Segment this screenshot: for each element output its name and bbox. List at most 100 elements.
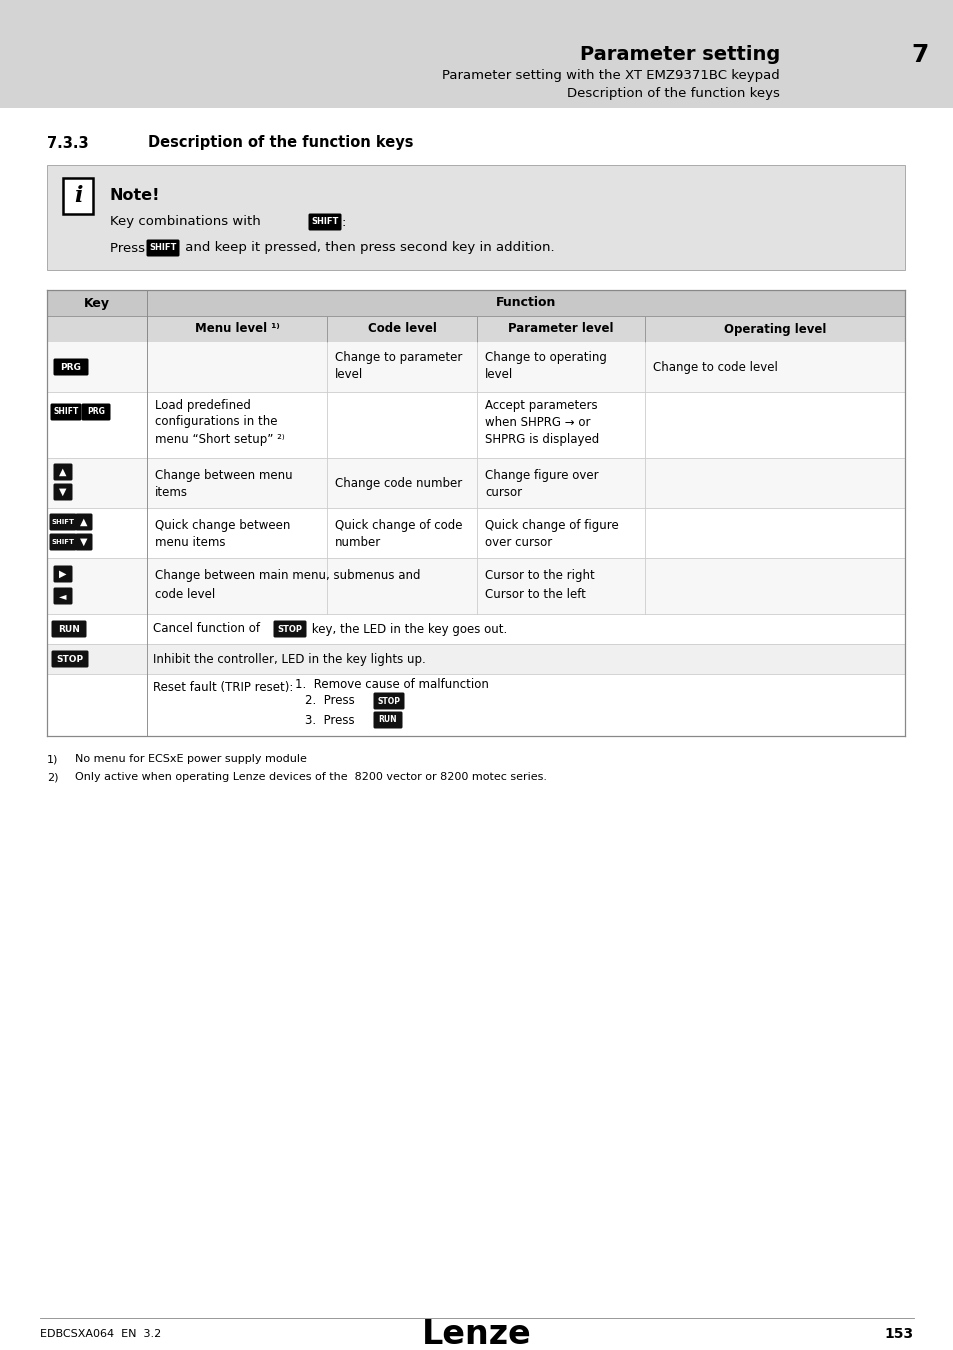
Bar — [0, 0, 953, 108]
Bar — [47, 316, 904, 342]
Text: Lenze: Lenze — [421, 1318, 532, 1350]
Text: Press: Press — [110, 242, 149, 255]
Text: :: : — [341, 216, 346, 228]
Text: 3.  Press: 3. Press — [305, 714, 358, 726]
Text: Note!: Note! — [110, 189, 160, 204]
Text: STOP: STOP — [277, 625, 302, 633]
Text: ▲: ▲ — [59, 467, 67, 477]
Text: Change to parameter: Change to parameter — [335, 351, 462, 364]
Text: SHIFT: SHIFT — [51, 539, 74, 545]
Text: Accept parameters: Accept parameters — [484, 400, 597, 413]
FancyBboxPatch shape — [75, 533, 92, 551]
Text: when SHPRG → or: when SHPRG → or — [484, 416, 590, 428]
Text: SHIFT: SHIFT — [51, 518, 74, 525]
Text: Quick change of code: Quick change of code — [335, 520, 462, 532]
FancyBboxPatch shape — [81, 404, 111, 420]
Text: Parameter setting with the XT EMZ9371BC keypad: Parameter setting with the XT EMZ9371BC … — [442, 69, 780, 82]
FancyBboxPatch shape — [53, 566, 72, 582]
Text: SHIFT: SHIFT — [311, 217, 338, 227]
Text: menu items: menu items — [154, 536, 225, 548]
FancyBboxPatch shape — [53, 359, 89, 375]
Text: Code level: Code level — [367, 323, 436, 336]
Text: ▼: ▼ — [59, 487, 67, 497]
Text: SHPRG is displayed: SHPRG is displayed — [484, 433, 598, 447]
FancyBboxPatch shape — [374, 711, 402, 729]
Text: and keep it pressed, then press second key in addition.: and keep it pressed, then press second k… — [181, 242, 554, 255]
FancyBboxPatch shape — [51, 621, 87, 637]
Text: 153: 153 — [884, 1327, 913, 1341]
Text: Change to operating: Change to operating — [484, 351, 606, 364]
FancyBboxPatch shape — [53, 463, 72, 481]
Text: Description of the function keys: Description of the function keys — [566, 86, 780, 100]
Text: i: i — [73, 185, 82, 207]
Text: SHIFT: SHIFT — [53, 408, 78, 417]
Text: 7: 7 — [910, 43, 927, 68]
Text: RUN: RUN — [58, 625, 80, 633]
Bar — [47, 392, 904, 458]
Text: Only active when operating Lenze devices of the  8200 vector or 8200 motec serie: Only active when operating Lenze devices… — [75, 772, 546, 782]
Text: STOP: STOP — [56, 655, 84, 663]
Bar — [47, 674, 904, 736]
Text: ◄: ◄ — [59, 591, 67, 601]
Text: Load predefined: Load predefined — [154, 400, 251, 413]
Text: key, the LED in the key goes out.: key, the LED in the key goes out. — [308, 622, 507, 636]
FancyBboxPatch shape — [147, 239, 179, 256]
Text: over cursor: over cursor — [484, 536, 552, 548]
FancyBboxPatch shape — [50, 533, 76, 551]
FancyBboxPatch shape — [374, 693, 404, 710]
FancyBboxPatch shape — [53, 483, 72, 501]
Bar — [47, 342, 904, 392]
Text: STOP: STOP — [377, 697, 400, 706]
Text: Function: Function — [496, 297, 556, 309]
FancyBboxPatch shape — [75, 513, 92, 531]
Text: RUN: RUN — [378, 716, 396, 725]
Text: Quick change of figure: Quick change of figure — [484, 520, 618, 532]
Text: No menu for ECSxE power supply module: No menu for ECSxE power supply module — [75, 755, 307, 764]
Text: EDBCSXA064  EN  3.2: EDBCSXA064 EN 3.2 — [40, 1328, 161, 1339]
Bar — [47, 558, 904, 614]
Text: Description of the function keys: Description of the function keys — [148, 135, 413, 150]
Text: PRG: PRG — [87, 408, 105, 417]
Text: Cursor to the left: Cursor to the left — [484, 587, 585, 601]
Text: code level: code level — [154, 587, 215, 601]
Text: 2.  Press: 2. Press — [305, 694, 358, 707]
FancyBboxPatch shape — [51, 651, 89, 667]
FancyBboxPatch shape — [308, 213, 341, 231]
FancyBboxPatch shape — [51, 404, 81, 420]
Bar — [47, 508, 904, 558]
Text: Cancel function of: Cancel function of — [152, 622, 263, 636]
Text: Reset fault (TRIP reset):: Reset fault (TRIP reset): — [152, 682, 294, 694]
FancyBboxPatch shape — [274, 621, 306, 637]
Text: Change between main menu, submenus and: Change between main menu, submenus and — [154, 570, 420, 582]
Text: 1.  Remove cause of malfunction: 1. Remove cause of malfunction — [294, 678, 488, 690]
Text: Parameter setting: Parameter setting — [579, 46, 780, 65]
Text: ▲: ▲ — [80, 517, 88, 526]
Text: Change to code level: Change to code level — [652, 360, 777, 374]
Text: Cursor to the right: Cursor to the right — [484, 570, 594, 582]
Text: SHIFT: SHIFT — [150, 243, 176, 252]
Text: Inhibit the controller, LED in the key lights up.: Inhibit the controller, LED in the key l… — [152, 652, 425, 666]
Text: Change between menu: Change between menu — [154, 470, 293, 482]
FancyBboxPatch shape — [53, 587, 72, 605]
Bar — [47, 458, 904, 508]
Text: Key combinations with: Key combinations with — [110, 216, 265, 228]
Text: 7.3.3: 7.3.3 — [47, 135, 89, 150]
Text: Key: Key — [84, 297, 110, 309]
FancyBboxPatch shape — [50, 513, 76, 531]
Text: Parameter level: Parameter level — [508, 323, 613, 336]
Text: Operating level: Operating level — [723, 323, 825, 336]
Text: Change code number: Change code number — [335, 477, 462, 490]
Text: level: level — [335, 369, 363, 382]
Text: Change figure over: Change figure over — [484, 470, 598, 482]
Bar — [47, 614, 904, 644]
Text: 1): 1) — [47, 755, 58, 764]
Bar — [47, 165, 904, 270]
Text: menu “Short setup” ²⁾: menu “Short setup” ²⁾ — [154, 433, 284, 447]
Bar — [63, 178, 92, 215]
Text: Quick change between: Quick change between — [154, 520, 290, 532]
Text: ▶: ▶ — [59, 568, 67, 579]
Text: PRG: PRG — [60, 363, 81, 371]
Text: Menu level ¹⁾: Menu level ¹⁾ — [194, 323, 279, 336]
Text: level: level — [484, 369, 513, 382]
Bar — [47, 290, 904, 316]
